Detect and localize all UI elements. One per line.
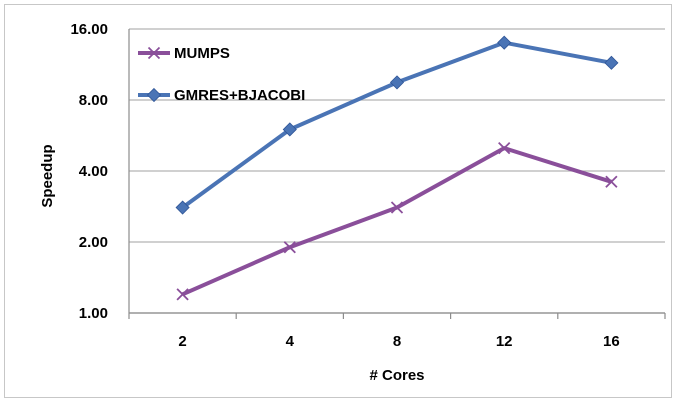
data-point-mumps (390, 201, 404, 214)
x-tick-label: 8 (393, 333, 401, 350)
marker-stroke (390, 201, 404, 214)
marker-stroke (605, 175, 618, 188)
y-axis-title: Speedup (39, 144, 56, 207)
data-point-gmres-bjacobi (389, 75, 405, 90)
chart-frame (4, 4, 672, 398)
data-point-gmres-bjacobi (282, 122, 297, 137)
x-tick-label: 4 (286, 333, 295, 350)
series-layer (175, 35, 619, 301)
marker-stroke (147, 46, 161, 60)
axes (128, 29, 665, 314)
legend-item-mumps: MUMPS (138, 45, 230, 62)
data-point-mumps (498, 142, 511, 155)
legend-marker (146, 87, 162, 103)
legend-label: MUMPS (174, 45, 230, 62)
series-mumps (176, 142, 618, 301)
data-point-gmres-bjacobi (175, 200, 190, 215)
x-axis-ticks: 2 4 8 12 16 (128, 313, 666, 350)
y-axis-ticks: 1.00 2.00 4.00 8.00 16.00 (70, 21, 108, 322)
x-tick-label: 2 (178, 333, 186, 350)
x-tick-label: 16 (603, 333, 620, 350)
y-tick-label: 8.00 (79, 92, 108, 109)
marker-stroke (498, 142, 511, 155)
data-point-mumps (283, 241, 296, 254)
marker-stroke (283, 241, 296, 254)
series-line-mumps (181, 146, 612, 297)
data-point-mumps (605, 175, 618, 188)
x-tick-label: 12 (496, 333, 513, 350)
y-tick-label: 4.00 (79, 163, 108, 180)
series-gmres-bjacobi (175, 35, 619, 215)
marker-stroke (176, 288, 189, 301)
x-axis-title: # Cores (369, 367, 424, 384)
legend-label: GMRES+BJACOBI (174, 87, 305, 104)
series-line-gmres-bjacobi (181, 40, 612, 210)
legend-marker (147, 46, 161, 60)
y-tick-label: 16.00 (70, 21, 108, 38)
y-tick-label: 2.00 (79, 234, 108, 251)
legend-item-gmres-bjacobi: GMRES+BJACOBI (138, 87, 305, 104)
y-tick-label: 1.00 (79, 305, 108, 322)
legend: MUMPS GMRES+BJACOBI (138, 45, 305, 104)
data-point-gmres-bjacobi (604, 55, 619, 70)
data-point-mumps (176, 288, 189, 301)
gridlines (129, 28, 665, 314)
data-point-gmres-bjacobi (497, 35, 512, 50)
